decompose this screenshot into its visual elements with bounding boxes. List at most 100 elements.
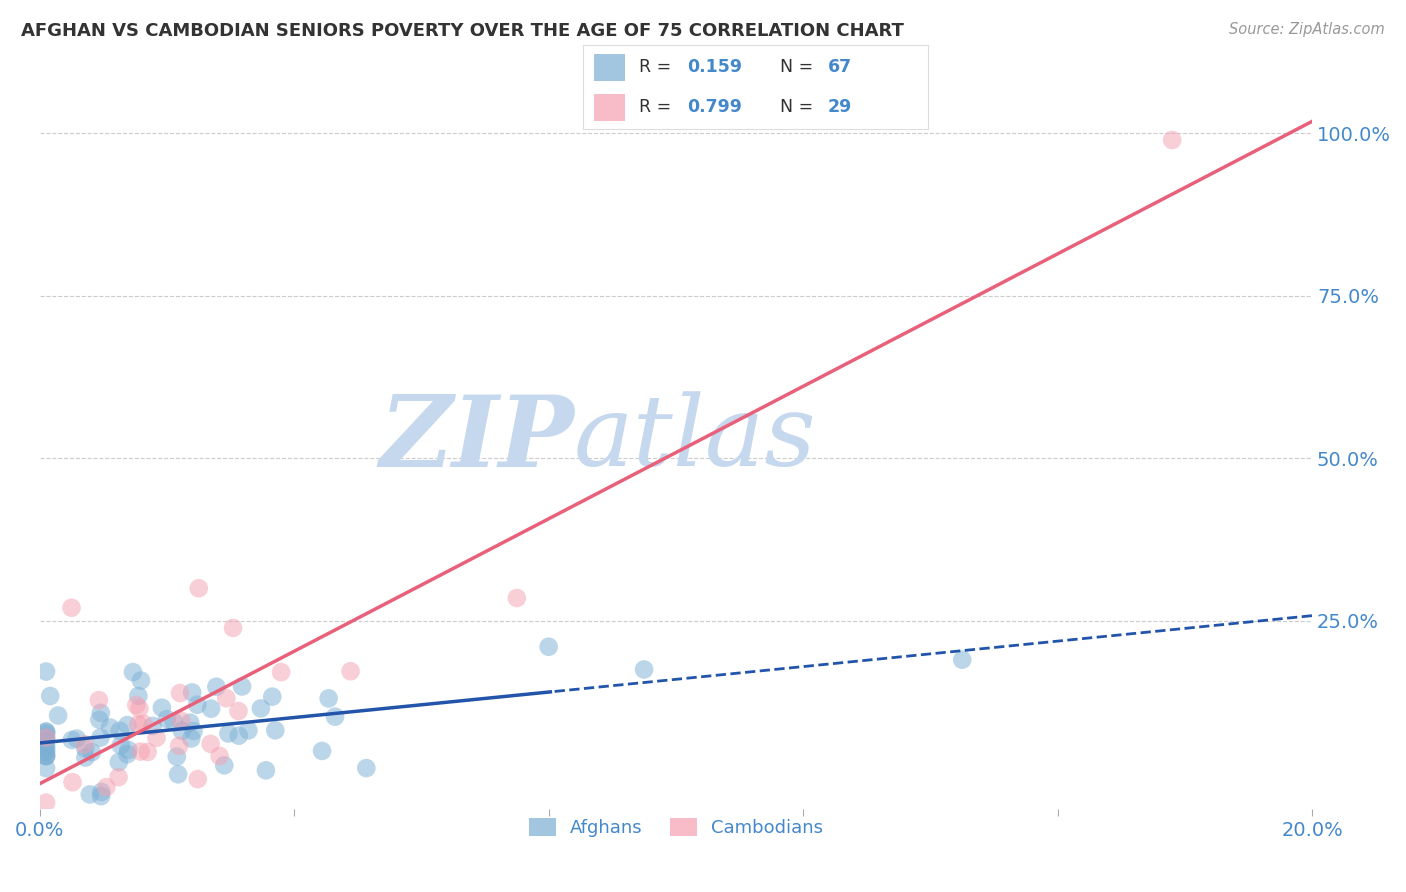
Point [35,724,58,739]
Point [35,739,58,754]
Point [156,712,179,726]
Point [108,723,131,738]
Point [262,690,284,704]
Point [339,665,361,679]
Point [506,591,529,605]
Point [60,600,83,615]
Point [80,745,103,759]
Point [89,713,111,727]
Point [228,704,250,718]
Text: R =: R = [638,59,676,77]
Point [35,761,58,775]
Point [75,750,97,764]
Point [122,665,145,679]
Point [35,796,58,810]
Point [90,706,112,720]
Point [132,716,155,731]
Point [127,717,149,731]
Point [110,738,132,752]
Point [200,737,222,751]
Point [228,729,250,743]
Point [87,693,110,707]
Point [35,731,58,745]
Point [75,741,97,756]
Point [128,701,150,715]
Text: 0.799: 0.799 [688,98,742,116]
Point [180,731,202,746]
Point [35,743,58,757]
Point [205,680,228,694]
Point [238,723,260,738]
Point [187,772,209,786]
Point [129,673,152,688]
Text: atlas: atlas [574,392,817,486]
Point [187,581,209,595]
Point [107,770,129,784]
Point [215,691,238,706]
Point [35,749,58,764]
Point [39,689,62,703]
Point [167,767,190,781]
Point [169,686,191,700]
Point [537,640,560,654]
Point [311,744,333,758]
Point [35,727,58,741]
Text: 67: 67 [828,59,852,77]
Point [222,621,245,635]
Point [254,764,277,778]
Point [145,731,167,745]
Point [633,663,655,677]
Point [96,780,118,794]
Point [90,785,112,799]
Point [1161,133,1184,147]
Point [181,685,204,699]
Text: ZIP: ZIP [380,391,574,487]
Point [117,718,139,732]
Point [208,749,231,764]
Point [73,737,96,751]
Point [217,726,239,740]
Point [170,714,193,728]
Point [125,698,148,712]
Point [35,732,58,747]
Point [142,719,165,733]
Point [46,708,69,723]
Point [35,748,58,763]
Point [79,788,101,802]
Point [179,715,201,730]
Point [150,700,173,714]
Text: 0.159: 0.159 [688,59,742,77]
Point [136,745,159,759]
Point [250,701,273,715]
Bar [593,54,624,81]
Point [167,739,190,753]
Point [231,680,253,694]
Point [356,761,378,775]
Point [117,747,139,761]
Point [264,723,287,738]
Text: Source: ZipAtlas.com: Source: ZipAtlas.com [1229,22,1385,37]
Point [35,724,58,739]
Point [163,714,186,729]
Point [107,755,129,769]
Text: 29: 29 [828,98,852,116]
Point [323,709,346,723]
Point [66,731,89,746]
Point [35,748,58,763]
Point [186,698,208,712]
Text: N =: N = [780,98,818,116]
Point [166,749,188,764]
Point [35,730,58,744]
Point [200,701,222,715]
Point [270,665,292,680]
Point [183,724,205,739]
Point [62,775,84,789]
Point [127,689,149,703]
Point [98,721,121,735]
Point [35,665,58,679]
Point [950,653,973,667]
Text: R =: R = [638,98,676,116]
Point [89,731,111,745]
Text: AFGHAN VS CAMBODIAN SENIORS POVERTY OVER THE AGE OF 75 CORRELATION CHART: AFGHAN VS CAMBODIAN SENIORS POVERTY OVER… [21,22,904,40]
Point [117,743,139,757]
